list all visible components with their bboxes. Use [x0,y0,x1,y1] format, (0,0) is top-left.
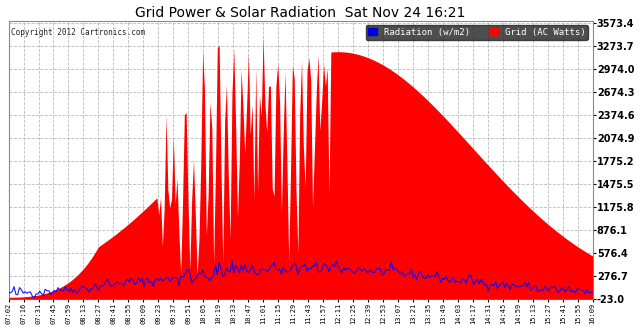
Text: Copyright 2012 Cartronics.com: Copyright 2012 Cartronics.com [12,28,146,37]
Title: Grid Power & Solar Radiation  Sat Nov 24 16:21: Grid Power & Solar Radiation Sat Nov 24 … [136,6,466,19]
Legend: Radiation (w/m2), Grid (AC Watts): Radiation (w/m2), Grid (AC Watts) [365,25,588,40]
